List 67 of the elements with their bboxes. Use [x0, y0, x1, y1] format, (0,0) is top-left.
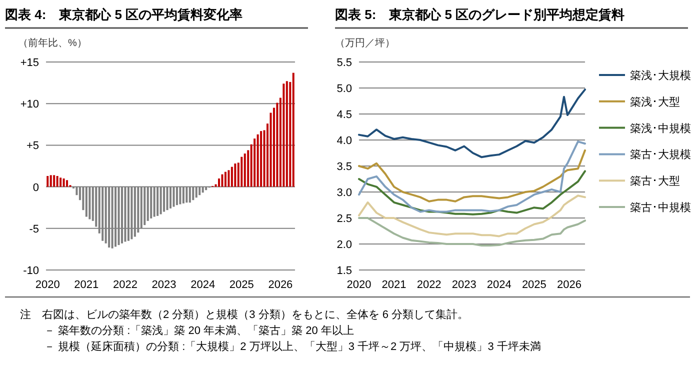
chart-title: 図表 4: 東京都心 5 区の平均賃料変化率 — [5, 7, 243, 22]
legend-label: 築古･大規模 — [630, 148, 691, 162]
x-tick-label: 2025 — [522, 279, 546, 291]
bar — [60, 178, 62, 187]
line-series — [358, 170, 586, 216]
y-tick-label: -5 — [29, 223, 39, 236]
bar — [282, 84, 285, 187]
x-tick-label: 2020 — [35, 279, 60, 291]
line-series — [358, 140, 586, 213]
y-tick-label: 4.0 — [336, 135, 352, 147]
bar — [218, 178, 220, 187]
bar — [50, 175, 52, 187]
bar — [62, 178, 65, 187]
y-tick-label: 2.5 — [336, 213, 352, 225]
legend-label: 築浅･大規模 — [630, 69, 691, 82]
y-tick-label: +5 — [26, 140, 39, 152]
y-tick-label: 5.0 — [336, 83, 352, 95]
bar — [286, 81, 288, 187]
y-tick-label: 3.0 — [336, 187, 352, 199]
legend-label: 築古･中規模 — [630, 201, 691, 214]
x-tick-label: 2024 — [190, 279, 216, 291]
chart-title: 図表 5: 東京都心 5 区のグレード別平均想定賃料 — [335, 7, 625, 22]
x-tick-label: 2022 — [112, 279, 138, 291]
bar — [224, 172, 226, 187]
bar — [46, 176, 49, 187]
bar — [244, 154, 246, 187]
y-tick-label: 1.5 — [336, 265, 352, 277]
bar — [260, 131, 262, 187]
notes: 注 右図は、ビルの築年数（2 分類）と規模（3 分類）をもとに、全体を 6 分類して集計。 － 築年数の分類 :「築浅」築 20 年未満、「築古」築 20 年以上 － 規模（延床面積）の分類 :「大規模」2 万坪以上、「大型」3 千坪～2 万坪、「中規模」3 千坪未満 — [20, 309, 541, 353]
y-tick-label: +15 — [20, 57, 39, 69]
bar — [254, 138, 256, 187]
y-tick-label: 5.5 — [336, 57, 352, 69]
x-tick-label: 2023 — [452, 279, 476, 291]
y-tick-label: 4.5 — [336, 109, 352, 121]
x-tick-label: 2021 — [74, 279, 99, 291]
y-axis-title: （万円／坪） — [335, 37, 395, 49]
y-tick-label: 2.0 — [336, 239, 352, 251]
bar — [221, 174, 224, 187]
y-axis-title: （前年比、%） — [18, 37, 87, 49]
x-tick-label: 2020 — [346, 279, 372, 291]
bar — [53, 175, 56, 187]
bar — [256, 134, 259, 187]
line-series — [358, 194, 586, 238]
line-series — [358, 149, 586, 202]
x-tick-label: 2024 — [486, 279, 512, 291]
bar — [292, 72, 294, 187]
x-tick-label: 2023 — [152, 279, 176, 291]
bar — [228, 170, 230, 187]
x-tick-label: 2026 — [556, 279, 582, 291]
line-series — [358, 88, 586, 158]
bar — [234, 164, 236, 187]
legend-label: 築浅･大型 — [630, 95, 680, 108]
y-tick-label: -10 — [23, 265, 39, 277]
x-tick-label: 2025 — [229, 279, 254, 291]
bar — [66, 180, 68, 187]
bar — [240, 156, 243, 187]
x-tick-label: 2022 — [416, 279, 442, 291]
y-tick-label: 3.5 — [336, 161, 352, 173]
bar — [230, 166, 233, 187]
line-series — [358, 217, 586, 247]
bar — [56, 176, 58, 187]
y-tick-label: +10 — [20, 98, 39, 111]
x-tick-label: 2026 — [268, 279, 293, 291]
legend-label: 築古･大型 — [630, 174, 680, 188]
x-tick-label: 2021 — [382, 279, 406, 291]
y-tick-label: 0 — [32, 182, 39, 194]
legend-label: 築浅･中規模 — [630, 122, 691, 135]
